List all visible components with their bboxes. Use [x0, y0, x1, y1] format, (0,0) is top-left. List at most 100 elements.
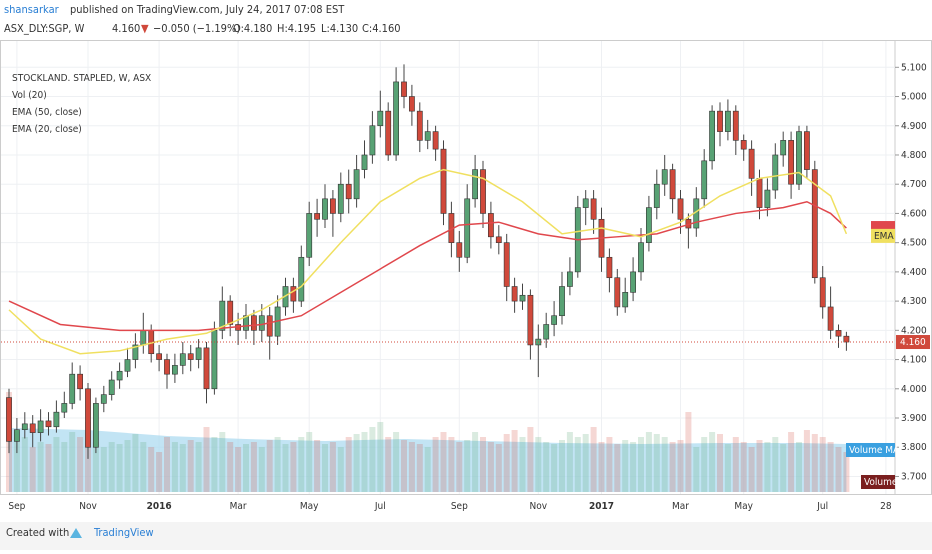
candle-body	[156, 353, 162, 360]
volume-bar	[796, 442, 802, 492]
volume-bar	[282, 444, 289, 492]
volume-ma-area	[9, 428, 847, 492]
candle-body	[803, 131, 810, 170]
volume-bar	[164, 437, 170, 492]
candle-body	[843, 335, 850, 343]
volume-bar	[385, 437, 392, 492]
candle-body	[819, 277, 826, 308]
candle-body	[527, 294, 534, 346]
candle-body	[788, 140, 794, 185]
candle-body	[290, 286, 297, 302]
volume-bar	[685, 412, 692, 492]
x-tick-label: Nov	[79, 501, 97, 512]
candle-body	[709, 110, 715, 162]
candle-body	[582, 198, 589, 208]
volume-bar	[511, 430, 518, 492]
candle-body	[780, 140, 787, 156]
candle-body	[29, 423, 36, 433]
candle-body	[432, 131, 439, 150]
candle-body	[179, 353, 186, 366]
candle-body	[124, 359, 131, 372]
volume-bar	[551, 444, 558, 492]
y-tick-label: 4.600	[901, 208, 927, 219]
volume-tag-label: Volume	[864, 477, 898, 488]
y-tick-label: 3.700	[901, 471, 927, 482]
candle-body	[377, 110, 384, 127]
candle-body	[495, 236, 502, 243]
volume-bar	[756, 440, 763, 492]
y-tick-label: 4.900	[901, 121, 927, 132]
volume-bar	[440, 432, 447, 492]
volume-bar	[503, 434, 510, 492]
x-tick-label: Sep	[8, 501, 25, 512]
candle-body	[440, 148, 447, 214]
candle-body	[606, 256, 613, 279]
candle-body	[480, 169, 486, 214]
volume-bar	[306, 432, 313, 492]
volume-bar	[53, 437, 60, 492]
candle-body	[258, 315, 265, 331]
candle-body	[93, 403, 99, 448]
volume-bar	[203, 427, 210, 492]
candle-body	[764, 189, 771, 208]
volume-bar	[235, 447, 242, 492]
candle-body	[543, 324, 550, 340]
volume-bar	[250, 442, 257, 492]
candle-body	[369, 125, 376, 156]
volume-bar	[108, 442, 115, 492]
candle-body	[211, 330, 218, 390]
candle-body	[329, 198, 336, 214]
author[interactable]: shansarkar	[4, 3, 60, 16]
volume-bar	[448, 437, 455, 492]
candle-body	[187, 353, 194, 360]
volume-bar	[322, 444, 328, 492]
volume-bar	[369, 427, 376, 492]
legend-ema20: EMA (20, close)	[12, 124, 82, 135]
footer-brand[interactable]: TradingView	[93, 526, 154, 539]
candle-body	[393, 81, 399, 156]
candle-body	[645, 207, 652, 243]
volume-bar	[361, 432, 368, 492]
candle-body	[472, 169, 478, 200]
chart-title: STOCKLAND. STAPLED, W, ASX	[12, 73, 151, 84]
candle-body	[519, 294, 526, 302]
change: −0.050 (−1.19%)	[153, 22, 240, 35]
published: published on TradingView.com, July 24, 2…	[70, 3, 345, 16]
legend-ema50: EMA (50, close)	[12, 107, 82, 118]
volume-bar	[345, 437, 352, 492]
volume-bar	[274, 437, 281, 492]
y-tick-label: 5.000	[901, 92, 927, 103]
volume-bar	[195, 442, 202, 492]
candle-body	[835, 330, 842, 337]
volume-bar	[353, 434, 360, 492]
candle-body	[227, 300, 234, 325]
volume-bar	[559, 440, 565, 492]
candle-body	[100, 394, 107, 404]
candle-body	[164, 359, 170, 375]
candle-body	[172, 365, 178, 375]
candle-body	[590, 198, 597, 220]
volume-bar	[803, 430, 810, 492]
volume-bar	[29, 447, 36, 492]
candle-body	[701, 160, 708, 200]
volume-bar	[408, 442, 415, 492]
volume-bar	[37, 442, 44, 492]
y-tick-label: 4.000	[901, 384, 927, 395]
candle-body	[243, 315, 249, 331]
volume-bar	[614, 444, 621, 492]
volume-bar	[219, 432, 226, 492]
candle-body	[511, 286, 518, 302]
volume-bar	[748, 447, 755, 492]
x-tick-label: 28	[880, 501, 892, 512]
candle-body	[266, 315, 273, 337]
volume-bar	[606, 437, 613, 492]
volume-bar	[835, 447, 842, 492]
footer-created: Created with	[6, 526, 69, 539]
legend-volume: Vol (20)	[12, 90, 47, 101]
last-price-box	[896, 335, 930, 350]
candle-body	[14, 429, 20, 442]
candle-body	[732, 110, 739, 141]
volume-bar	[69, 432, 76, 492]
volume-bar	[487, 442, 494, 492]
volume-bar	[337, 447, 344, 492]
